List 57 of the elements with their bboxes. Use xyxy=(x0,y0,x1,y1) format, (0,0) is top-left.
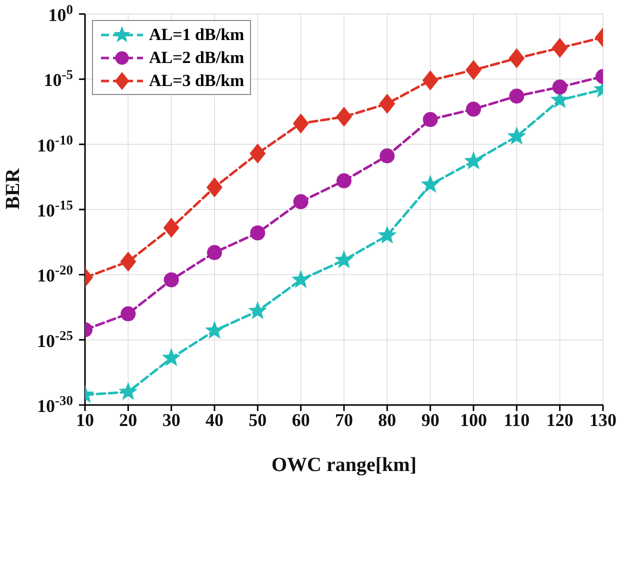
point xyxy=(292,113,309,134)
point xyxy=(422,112,438,128)
point xyxy=(336,173,352,188)
point xyxy=(248,301,268,320)
point xyxy=(552,80,568,95)
point xyxy=(466,60,482,80)
x-tick-label: 70 xyxy=(335,410,353,430)
y-tick-label: 10$^{-5}$ xyxy=(44,66,74,90)
point xyxy=(291,270,310,288)
x-tick-label: 110 xyxy=(504,410,530,430)
point xyxy=(336,106,352,127)
point xyxy=(163,218,180,238)
x-tick-label: 30 xyxy=(162,410,180,430)
y-tick-label: 10$^{-30}$ xyxy=(37,392,74,416)
x-tick-label: 100 xyxy=(460,410,487,430)
y-tick-label: 10$^{0}$ xyxy=(48,2,74,25)
point xyxy=(118,382,138,400)
x-tick-label: 80 xyxy=(378,410,396,430)
point xyxy=(120,306,136,322)
point xyxy=(250,143,266,164)
point xyxy=(420,174,440,193)
point xyxy=(464,151,484,170)
legend-label: AL=2 dB/km xyxy=(149,48,244,68)
x-tick-label: 90 xyxy=(421,410,440,430)
x-tick-label: 10 xyxy=(76,410,94,430)
x-tick-label: 130 xyxy=(590,410,616,430)
point xyxy=(508,48,525,68)
point xyxy=(552,38,568,58)
point xyxy=(507,126,526,145)
legend-label: AL=3 dB/km xyxy=(149,70,244,90)
point xyxy=(422,70,438,90)
point xyxy=(204,320,224,339)
point xyxy=(509,88,524,104)
point xyxy=(380,148,395,164)
x-tick-label: 40 xyxy=(206,410,224,430)
y-axis-title: BER xyxy=(2,168,24,210)
point xyxy=(250,225,266,240)
point xyxy=(379,94,396,114)
y-tick-label: 10$^{-10}$ xyxy=(37,132,74,156)
point xyxy=(164,272,179,288)
x-tick-label: 20 xyxy=(119,410,138,430)
point xyxy=(293,194,308,210)
point xyxy=(162,348,181,366)
point xyxy=(378,226,397,244)
x-tick-label: 60 xyxy=(292,410,310,430)
point xyxy=(334,250,354,268)
y-tick-label: 10$^{-25}$ xyxy=(37,327,74,351)
x-axis-title: OWC range[km] xyxy=(272,454,416,476)
point xyxy=(207,245,222,260)
x-tick-label: 120 xyxy=(546,410,574,430)
point xyxy=(206,177,222,198)
point xyxy=(466,102,481,117)
point xyxy=(120,252,136,272)
legend-label: AL=1 dB/km xyxy=(149,24,244,44)
y-tick-label: 10$^{-15}$ xyxy=(37,197,74,220)
y-tick-label: 10$^{-20}$ xyxy=(37,262,74,286)
x-tick-label: 50 xyxy=(248,410,267,430)
